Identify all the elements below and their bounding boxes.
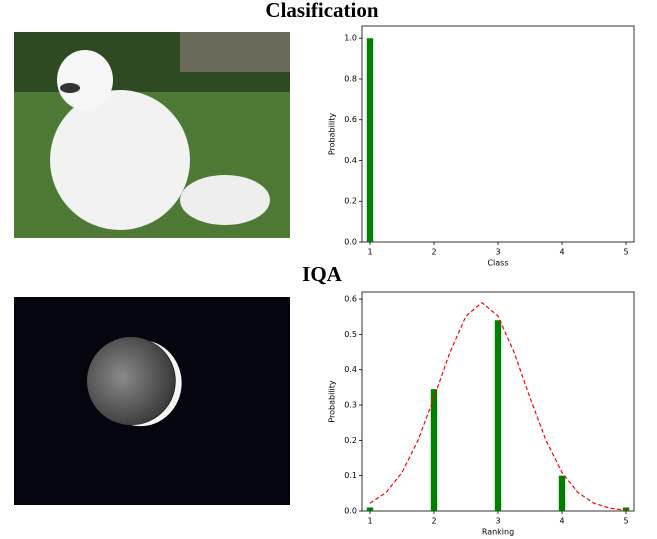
y-tick-label: 0.5 [344,330,357,339]
y-tick-label: 0.6 [344,115,357,124]
fit-curve [369,301,627,511]
x-tick-label: 4 [559,517,564,526]
y-tick-label: 1.0 [344,34,357,43]
plot-frame [361,25,635,243]
y-tick-label: 0.3 [344,401,357,410]
y-tick-label: 0.0 [344,507,357,516]
section-title: IQA [302,262,343,286]
bar [494,320,502,511]
y-axis-label: Probability [328,113,337,156]
moon-photo [14,297,290,505]
x-tick-label: 1 [367,517,372,526]
y-tick-label: 0.2 [344,197,357,206]
x-tick-label: 3 [495,248,500,257]
section-title: Clasification [265,0,378,22]
bar [558,475,566,511]
x-tick-label: 2 [431,517,436,526]
y-tick-label: 0.0 [344,238,357,247]
bar [430,389,438,511]
x-tick-label: 5 [623,517,628,526]
x-tick-label: 3 [495,517,500,526]
y-axis-label: Probability [328,380,337,423]
y-tick-label: 0.2 [344,436,357,445]
y-tick-label: 0.4 [344,365,357,374]
bar [622,507,630,511]
y-tick-label: 0.6 [344,295,357,304]
x-tick-label: 2 [431,248,436,257]
dog-photo [14,32,290,238]
y-tick-label: 0.1 [344,471,357,480]
y-tick-label: 0.4 [344,156,357,165]
y-tick-label: 0.8 [344,74,357,83]
bar [366,38,374,243]
x-axis-label: Ranking [482,528,514,537]
x-axis-label: Class [487,259,508,268]
x-tick-label: 1 [367,248,372,257]
x-tick-label: 5 [623,248,628,257]
x-tick-label: 4 [559,248,564,257]
bar [366,507,374,511]
